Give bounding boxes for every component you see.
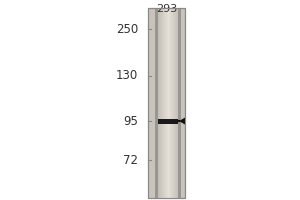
Bar (167, 8, 168, 198)
Bar (148, 8, 185, 198)
Bar (165, 8, 166, 198)
Text: 130: 130 (116, 69, 138, 82)
Bar (155, 8, 158, 198)
Text: 293: 293 (156, 4, 178, 14)
Bar (158, 8, 159, 198)
Bar (173, 8, 174, 198)
Text: 250: 250 (116, 23, 138, 36)
Bar (174, 8, 175, 198)
Bar (176, 8, 177, 198)
Bar (170, 8, 171, 198)
Text: 72: 72 (123, 154, 138, 166)
Bar (159, 8, 160, 198)
Bar (169, 8, 170, 198)
Bar (164, 8, 165, 198)
Polygon shape (179, 117, 186, 125)
Text: 95: 95 (123, 115, 138, 128)
Bar (168, 8, 169, 198)
Bar (158, 119, 178, 124)
Bar (171, 8, 172, 198)
Bar (177, 8, 178, 198)
Bar (178, 8, 181, 198)
Bar (172, 8, 173, 198)
Bar (162, 8, 163, 198)
Bar (148, 8, 185, 198)
Bar (161, 8, 162, 198)
Bar (163, 8, 164, 198)
Bar (160, 8, 161, 198)
